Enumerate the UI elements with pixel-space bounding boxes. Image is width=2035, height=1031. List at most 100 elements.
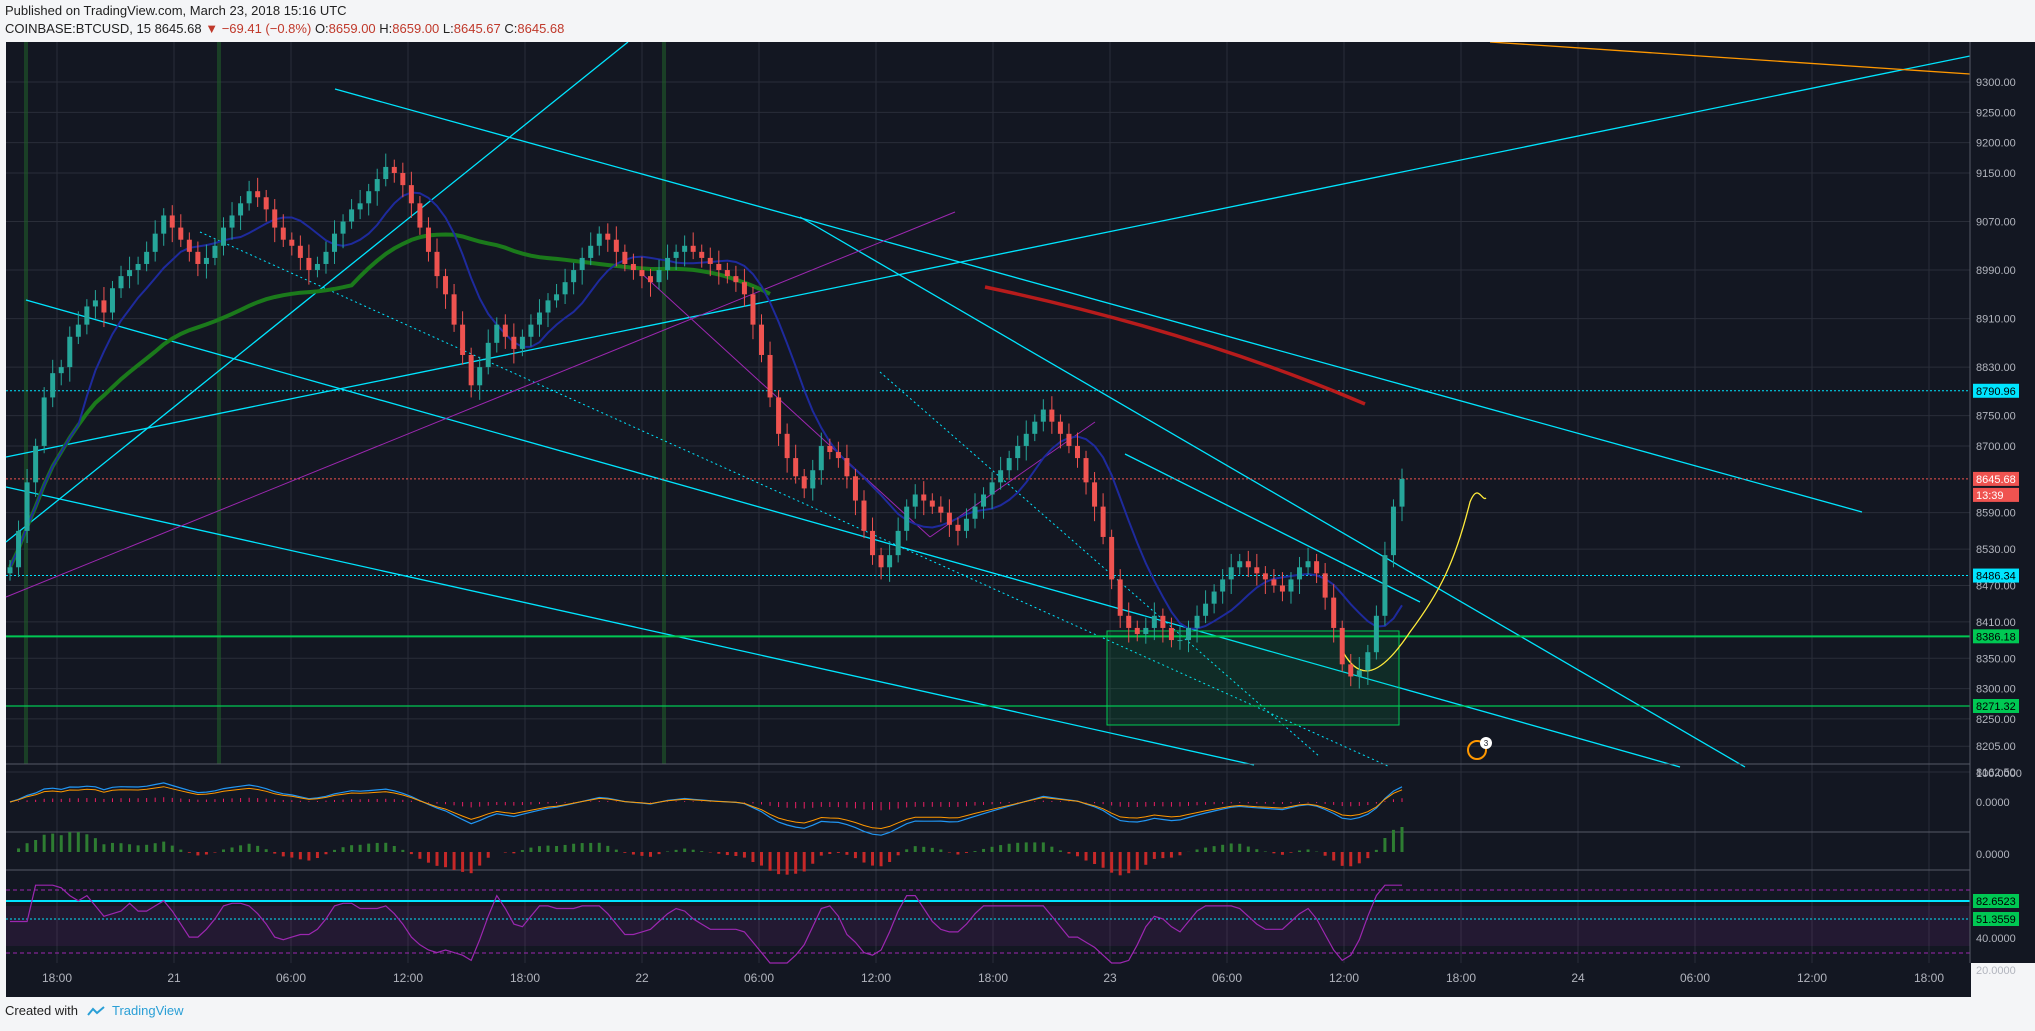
candle-body	[554, 294, 560, 301]
candle-body	[1262, 573, 1268, 580]
time-tick-label: 06:00	[1212, 971, 1242, 985]
candle-body	[357, 203, 363, 210]
candle-body	[314, 263, 320, 271]
low-value: 8645.67	[453, 21, 501, 36]
candle-body	[1177, 640, 1183, 642]
time-tick-label: 23	[1103, 971, 1117, 985]
candle-body	[67, 336, 73, 368]
candle-body	[1254, 567, 1260, 574]
candle-body	[1186, 627, 1192, 641]
candle-body	[562, 282, 568, 295]
price-tick-label: 8250.00	[1976, 714, 2016, 726]
projection-curve	[1342, 492, 1487, 672]
pane-tick-label: 0.0000	[1976, 797, 2010, 809]
candle-body	[827, 445, 833, 453]
candle-body	[425, 227, 431, 252]
candle-body	[101, 300, 107, 313]
candle-body	[1228, 567, 1234, 580]
published-line: Published on TradingView.com, March 23, …	[5, 3, 347, 18]
candle-body	[511, 336, 517, 349]
badge-count: 3	[1484, 739, 1489, 748]
candle-body	[1322, 573, 1328, 598]
candle-body	[938, 506, 944, 513]
created-with-label: Created with	[5, 1003, 78, 1018]
price-tick-label: 8590.00	[1976, 508, 2016, 520]
candle-body	[1382, 555, 1388, 616]
candle-body	[1168, 627, 1174, 641]
candles	[7, 153, 1405, 689]
candle-body	[1066, 433, 1072, 446]
orange-trendline	[1489, 42, 1971, 75]
price-tag-label: 8386.18	[1976, 631, 2016, 643]
candle-body	[588, 245, 594, 258]
candle-body	[229, 215, 235, 228]
candle-body	[835, 452, 841, 459]
price-chart[interactable]: 3 9300.00 9250.00 9200.00 9150.00 9070.00 899…	[0, 42, 2035, 997]
candle-body	[929, 500, 935, 507]
candle-body	[1305, 561, 1311, 568]
candle-body	[178, 227, 184, 240]
candle-body	[144, 251, 150, 264]
candle-body	[972, 506, 978, 519]
high-label: H:	[379, 21, 393, 36]
candle-body	[1143, 627, 1149, 634]
price-tick-label: 8830.00	[1976, 362, 2016, 374]
candle-body	[613, 239, 619, 252]
open-value: 8659.00	[328, 21, 376, 36]
candle-body	[109, 288, 115, 313]
candle-body	[323, 251, 329, 264]
candle-body	[297, 245, 303, 258]
candle-body	[801, 476, 807, 489]
candle-body	[716, 263, 722, 271]
time-tick-label: 18:00	[510, 971, 540, 985]
time-tick-label: 18:00	[42, 971, 72, 985]
price-tick-label: 8700.00	[1976, 441, 2016, 453]
candle-body	[1023, 433, 1029, 446]
trendline	[5, 486, 1255, 766]
candle-body	[1373, 615, 1379, 653]
candle-body	[152, 233, 158, 252]
candle-body	[306, 257, 312, 271]
candle-body	[238, 203, 244, 216]
tradingview-link[interactable]: TradingView	[86, 1003, 184, 1018]
event-badge-icon	[1467, 740, 1487, 760]
candle-body	[220, 227, 226, 246]
candle-body	[246, 191, 252, 204]
brand-label: TradingView	[111, 1003, 184, 1018]
price-tag	[1973, 568, 2019, 583]
price-tag-label: 82.6523	[1976, 896, 2016, 908]
candle-body	[1399, 478, 1405, 507]
time-tick-label: 18:00	[1914, 971, 1944, 985]
ma-red-line	[984, 285, 1366, 406]
candle-body	[289, 239, 295, 246]
pane-tick-label: 0.0000	[1976, 849, 2010, 861]
candle-body	[84, 306, 90, 325]
candle-body	[921, 494, 927, 501]
candle-body	[383, 166, 389, 180]
badge-count-bg	[1480, 737, 1492, 749]
candle-body	[1040, 409, 1046, 422]
time-tick-label: 24	[1571, 971, 1585, 985]
price-tag	[1973, 894, 2019, 908]
candle-body	[1271, 579, 1277, 586]
symbol-label: COINBASE:BTCUSD, 15	[5, 21, 151, 36]
candle-body	[468, 354, 474, 386]
indicator-panes	[6, 763, 1970, 964]
chart-grid	[6, 42, 1970, 963]
candle-body	[656, 270, 662, 283]
price-tick-label: 9070.00	[1976, 217, 2016, 229]
price-tick-label: 8750.00	[1976, 411, 2016, 423]
candle-body	[1245, 561, 1251, 568]
candle-body	[1390, 506, 1396, 556]
high-value: 8659.00	[392, 21, 440, 36]
time-tick-label: 22	[635, 971, 649, 985]
candle-body	[639, 270, 645, 277]
trendline	[25, 299, 1681, 768]
price-tick-label: 8910.00	[1976, 314, 2016, 326]
candle-body	[579, 257, 585, 271]
candle-body	[955, 524, 961, 531]
price-tick-label: 9200.00	[1976, 138, 2016, 150]
candle-body	[724, 270, 730, 277]
candle-body	[502, 324, 508, 337]
candle-body	[391, 166, 397, 173]
